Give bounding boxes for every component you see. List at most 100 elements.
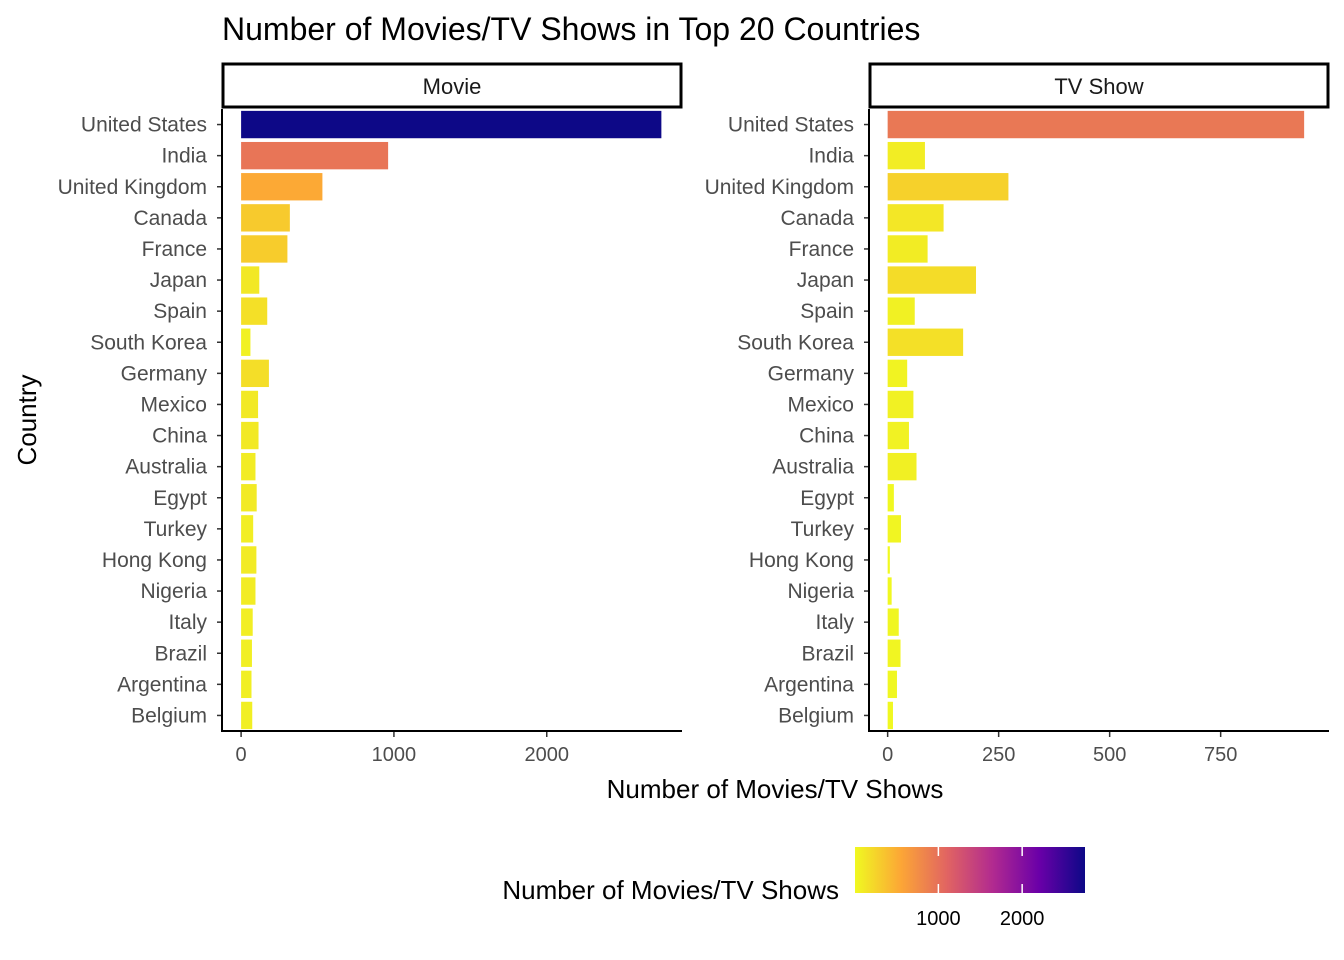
category-label-japan: Japan	[150, 269, 207, 292]
category-label-india: India	[161, 145, 207, 168]
bar-movie-germany	[241, 359, 269, 388]
y-axis-title: Country	[12, 374, 42, 465]
legend-colorbar	[855, 847, 1085, 893]
x-tick-label: 2000	[525, 744, 570, 766]
bar-movie-france	[241, 235, 288, 263]
bar-tv-show-china	[887, 421, 909, 450]
bar-tv-show-united-kingdom	[887, 173, 1009, 201]
category-label-spain: Spain	[153, 300, 207, 323]
bar-movie-brazil	[241, 639, 252, 667]
category-label-turkey: Turkey	[144, 518, 208, 541]
bar-movie-canada	[241, 204, 290, 232]
bar-movie-australia	[241, 452, 256, 481]
color-legend: Number of Movies/TV Shows 1000 2000	[502, 847, 1085, 930]
category-label-canada: Canada	[780, 207, 854, 230]
bar-tv-show-argentina	[887, 670, 897, 699]
bar-movie-turkey	[241, 515, 254, 543]
legend-title: Number of Movies/TV Shows	[502, 875, 839, 905]
panel-tv-show: TV Show United States India United Kingdom…	[705, 62, 1330, 766]
panel-movie: Movie United States India United Kingdom Ca…	[58, 62, 683, 766]
bar-tv-show-spain	[887, 297, 915, 325]
category-label-egypt: Egypt	[153, 487, 207, 510]
bar-movie-india	[241, 141, 389, 170]
legend-tick-label: 2000	[1000, 908, 1045, 930]
category-label-turkey: Turkey	[791, 518, 855, 541]
x-tick-label: 750	[1204, 744, 1237, 766]
category-label-nigeria: Nigeria	[140, 580, 207, 603]
category-label-argentina: Argentina	[117, 673, 207, 696]
x-tick-label: 1000	[372, 744, 417, 766]
x-tick-label: 500	[1093, 744, 1126, 766]
x-tick-label: 0	[882, 744, 893, 766]
bar-movie-belgium	[241, 701, 253, 730]
bar-tv-show-turkey	[887, 515, 901, 543]
bar-tv-show-united-states	[887, 110, 1305, 139]
category-label-brazil: Brazil	[801, 642, 854, 665]
bar-tv-show-canada	[887, 204, 944, 232]
category-label-japan: Japan	[797, 269, 854, 292]
bar-movie-united-kingdom	[241, 173, 323, 201]
strip-tv-show	[868, 62, 1330, 109]
category-label-united-states: United States	[81, 114, 207, 137]
category-label-belgium: Belgium	[778, 704, 854, 727]
category-label-china: China	[152, 425, 207, 448]
bar-tv-show-australia	[887, 452, 917, 481]
category-label-south-korea: South Korea	[737, 331, 854, 354]
x-ticks-tv-show: 0 250 500 750	[882, 731, 1237, 766]
legend-tick-label: 1000	[916, 908, 961, 930]
x-ticks-movie: 0 1000 2000	[236, 731, 569, 766]
legend-ticks: 1000 2000	[916, 847, 1044, 930]
category-label-australia: Australia	[772, 456, 854, 479]
bar-tv-show-germany	[887, 359, 908, 388]
bar-movie-hong-kong	[241, 546, 257, 574]
bar-movie-nigeria	[241, 577, 256, 605]
strip-movie	[221, 62, 683, 109]
bar-tv-show-japan	[887, 266, 977, 294]
category-label-italy: Italy	[168, 611, 207, 634]
strip-label-movie: Movie	[423, 74, 482, 99]
category-label-united-states: United States	[728, 114, 854, 137]
bar-movie-egypt	[241, 484, 257, 512]
category-label-mexico: Mexico	[787, 393, 854, 416]
chart-title: Number of Movies/TV Shows in Top 20 Coun…	[222, 11, 920, 47]
x-tick-label: 250	[982, 744, 1015, 766]
category-label-china: China	[799, 425, 854, 448]
category-label-italy: Italy	[815, 611, 854, 634]
category-label-france: France	[789, 238, 854, 261]
x-axis-title: Number of Movies/TV Shows	[607, 774, 944, 804]
category-label-united-kingdom: United Kingdom	[705, 176, 854, 199]
category-label-australia: Australia	[125, 456, 207, 479]
category-label-hong-kong: Hong Kong	[102, 549, 207, 572]
bar-movie-argentina	[241, 670, 252, 699]
bar-tv-show-egypt	[887, 484, 894, 512]
category-label-germany: Germany	[121, 362, 208, 385]
category-label-india: India	[808, 145, 854, 168]
bar-tv-show-south-korea	[887, 328, 964, 356]
category-label-hong-kong: Hong Kong	[749, 549, 854, 572]
bar-tv-show-mexico	[887, 390, 914, 419]
category-label-united-kingdom: United Kingdom	[58, 176, 207, 199]
bars-tv-show	[887, 110, 1305, 730]
category-labels-tv-show: United States India United Kingdom Canada Fr…	[705, 114, 869, 727]
category-label-brazil: Brazil	[154, 642, 207, 665]
bar-movie-italy	[241, 608, 253, 636]
bar-tv-show-belgium	[887, 701, 893, 730]
bar-movie-japan	[241, 266, 260, 294]
category-label-spain: Spain	[800, 300, 854, 323]
strip-label-tv-show: TV Show	[1054, 74, 1143, 99]
x-tick-label: 0	[236, 744, 247, 766]
category-label-egypt: Egypt	[800, 487, 854, 510]
category-labels-movie: United States India United Kingdom Canada Fr…	[58, 114, 222, 727]
bar-movie-spain	[241, 297, 268, 325]
category-label-argentina: Argentina	[764, 673, 854, 696]
bar-tv-show-hong-kong	[887, 546, 890, 574]
category-label-nigeria: Nigeria	[787, 580, 854, 603]
category-label-canada: Canada	[133, 207, 207, 230]
bar-movie-mexico	[241, 390, 259, 419]
bar-tv-show-italy	[887, 608, 899, 636]
bar-movie-china	[241, 421, 259, 450]
bar-tv-show-brazil	[887, 639, 901, 667]
bar-tv-show-india	[887, 141, 925, 170]
category-label-south-korea: South Korea	[90, 331, 207, 354]
